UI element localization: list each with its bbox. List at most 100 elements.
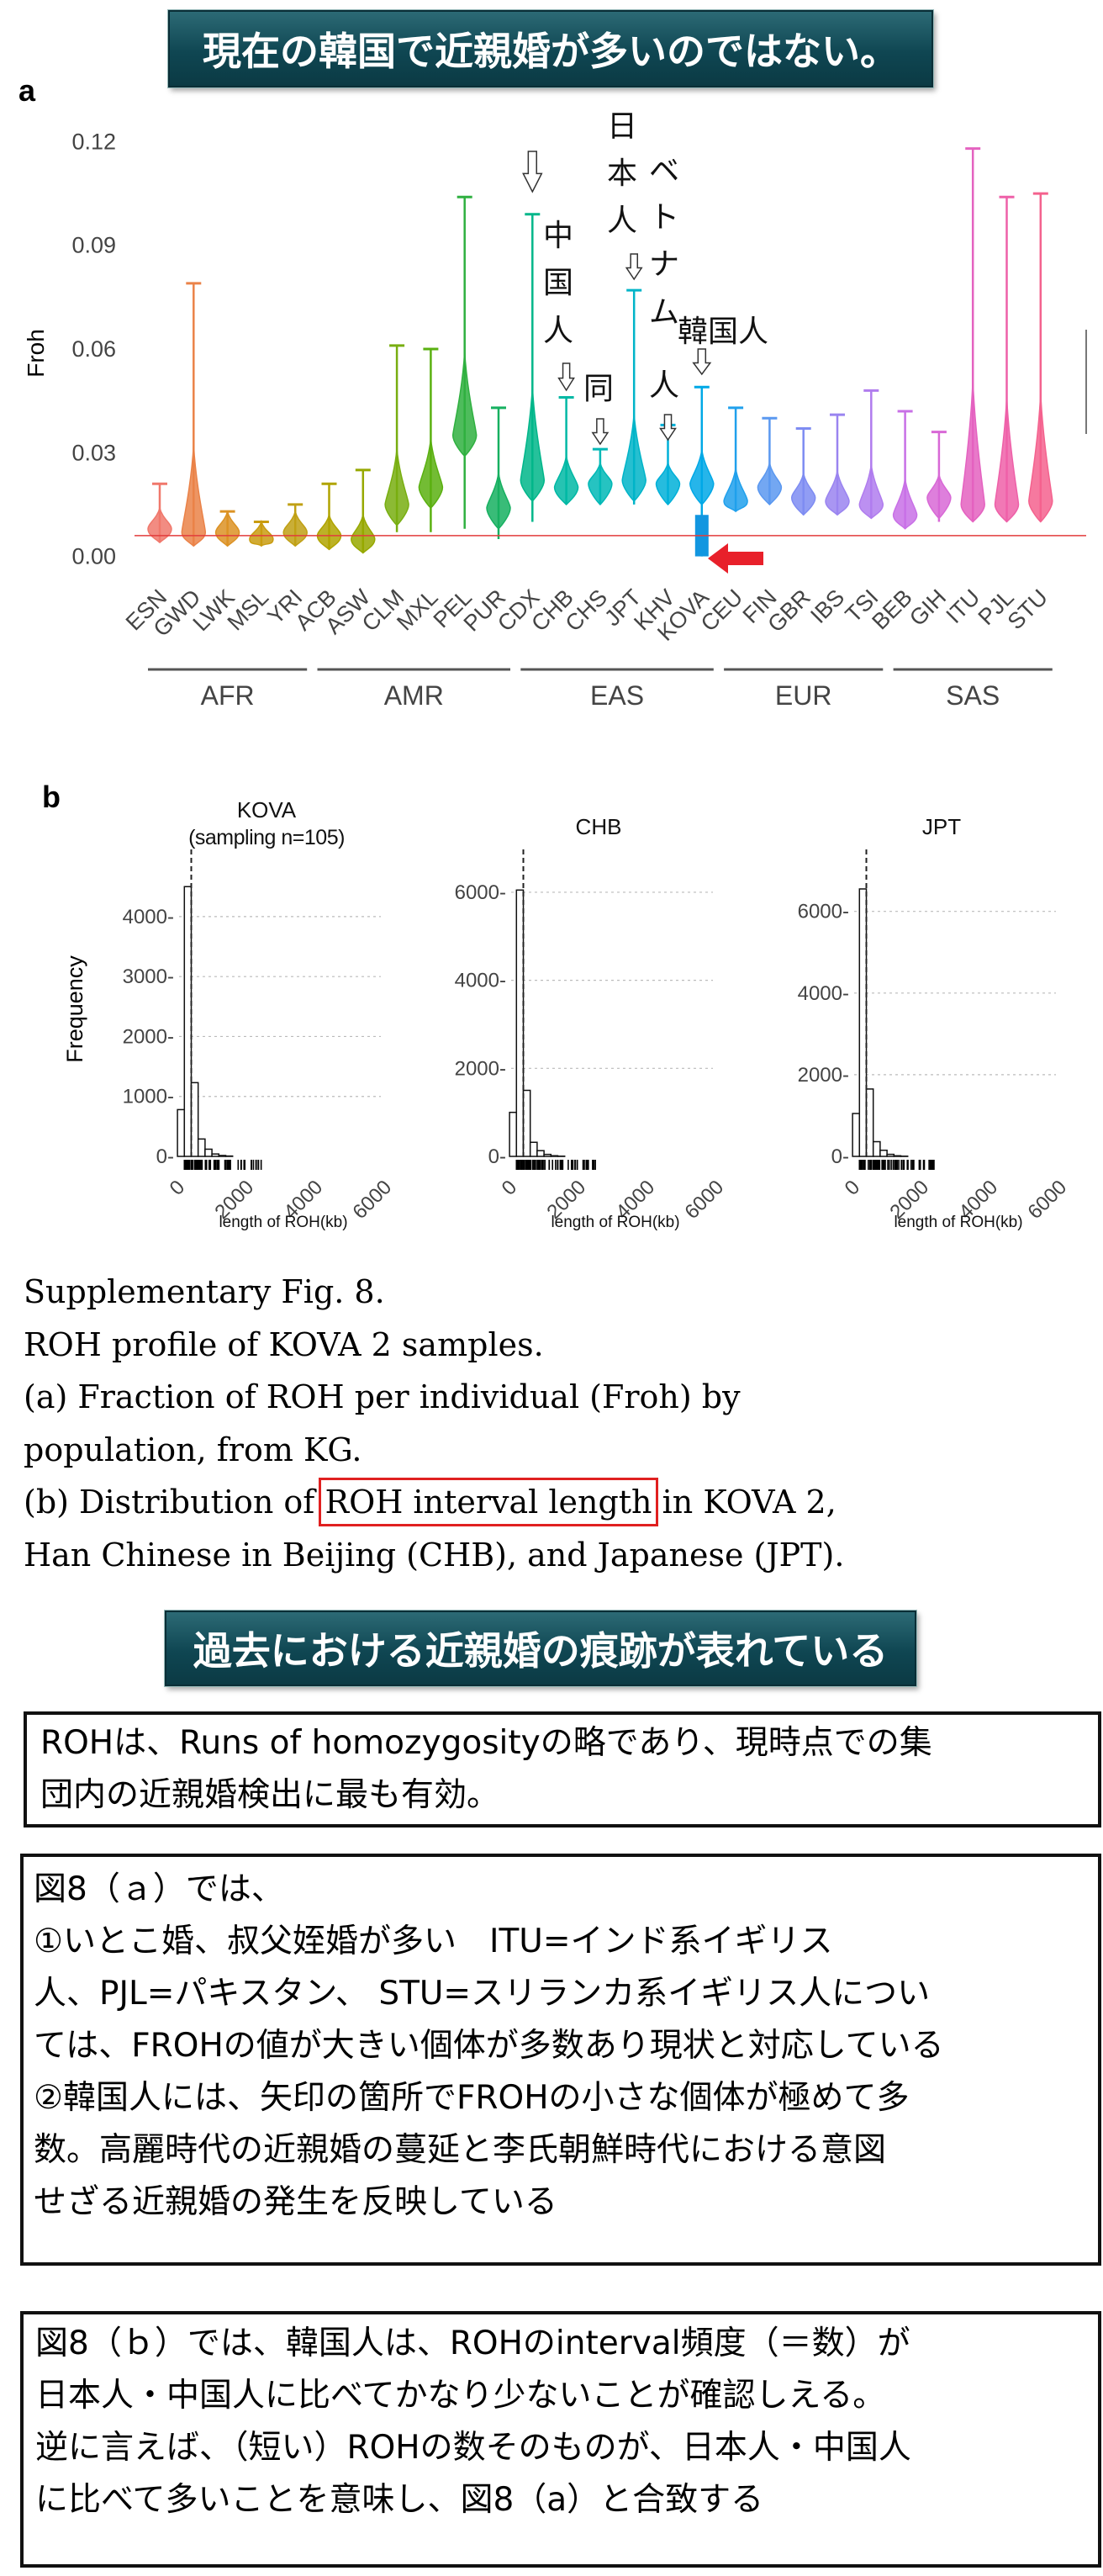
y-tick-label: 6000- [798, 901, 849, 923]
violin-chb [553, 396, 579, 505]
violin-body [486, 473, 511, 530]
x-tick-label: STU [1003, 584, 1053, 634]
middle-banner: 過去における近親婚の痕跡が表れている [165, 1611, 916, 1686]
histogram-bar [879, 1149, 888, 1157]
population-groups: AFR AMR EAS EUR SAS [148, 668, 1053, 711]
histogram-bar [509, 1111, 518, 1157]
caption-line-4: population, from KG. [24, 1431, 362, 1468]
hist-y-axis-label: Frequency [62, 955, 87, 1063]
down-arrow-icon [659, 414, 677, 442]
y-tick-label: 3000- [123, 965, 174, 988]
box3-line-3: 逆に言えば、（短い）ROHの数そのものが、日本人・中国人 [35, 2429, 911, 2467]
y-tick-label: 2000- [123, 1025, 174, 1048]
violin-ibs [825, 413, 850, 516]
violin-asw [351, 468, 376, 554]
group-label: SAS [946, 680, 1000, 711]
violin-body [960, 379, 985, 523]
violin-fin [757, 416, 783, 505]
caption-line-6: Han Chinese in Beijing (CHB), and Japane… [24, 1536, 845, 1574]
group-label: EAS [590, 680, 644, 711]
histogram-bar [190, 1082, 199, 1157]
down-arrow-icon [522, 151, 543, 193]
x-tick-label: 6000 [1023, 1176, 1071, 1224]
violin-body [181, 445, 207, 547]
y-axis-label: Froh [23, 329, 49, 378]
down-arrow-icon [591, 418, 610, 446]
violin-gih [926, 431, 952, 522]
y-tick-label: 0.03 [71, 440, 116, 465]
violin-body [1028, 393, 1053, 523]
y-tick-label: 0.00 [71, 544, 116, 569]
histogram-bar [211, 1153, 220, 1157]
violin-clm [384, 344, 409, 532]
top-banner: 現在の韓国で近親婚が多いのではない。 [168, 10, 933, 87]
annotation-china-3: 人 [543, 314, 573, 348]
annotation-arrows [522, 151, 712, 446]
histogram-bar [197, 1138, 206, 1157]
histogram-title: CHB [576, 814, 622, 839]
violin-pel [451, 195, 478, 529]
histogram-bar [183, 886, 193, 1157]
annotation-vietnam-5: 人 [649, 368, 679, 403]
violin-yri [282, 503, 308, 547]
x-axis-label: length of ROH(kb) [219, 1214, 347, 1231]
figure-b-commentary-box: 図8（ｂ）では、韓国人は、ROHのinterval頻度（＝数）が 日本人・中国人… [20, 2311, 1101, 2568]
histogram-bar [543, 1153, 552, 1157]
violin-body [553, 455, 579, 505]
violin-body [520, 387, 546, 502]
violin-body [621, 413, 646, 502]
down-arrow-icon [557, 362, 575, 392]
caption-line-5: (b) Distribution of ROH interval length … [24, 1476, 1091, 1529]
violin-acb [316, 482, 342, 551]
box2-line-3: 人、PJL=パキスタン、 STU=スリランカ系イギリス人につい [34, 1975, 931, 2013]
violin-body [926, 474, 952, 520]
figure-a-violin-chart: a Froh 0.00 0.03 0.06 0.09 0.12 ESNGWDLWKMSL… [18, 73, 1087, 711]
violin-body [249, 519, 274, 547]
violin-body [384, 448, 409, 526]
histogram-bar [852, 1113, 861, 1157]
violin-mxl [418, 347, 444, 532]
violin-chs [588, 447, 613, 505]
annotation-japan-2: 本 [607, 156, 637, 191]
violin-body [214, 510, 240, 547]
histogram-bar [529, 1141, 538, 1157]
histogram-bar [886, 1153, 895, 1157]
group-label: AFR [201, 680, 255, 711]
violin-body [316, 515, 342, 551]
y-tick-label: 0- [156, 1145, 174, 1168]
violin-body [588, 463, 613, 505]
violin-body [418, 438, 444, 510]
box3-line-4: に比べて多いことを意味し、図8（a）と合致する [35, 2481, 764, 2519]
violin-stu [1028, 192, 1053, 523]
histogram-1: KOVA (sampling n=105) 0- 1000- 2000- 3000- 400… [123, 797, 397, 1231]
rug-marks [183, 1160, 262, 1170]
annotation-korea: 韓国人 [678, 315, 768, 349]
red-arrow-icon [708, 543, 763, 574]
violin-gwd [181, 282, 207, 547]
violin-msl [249, 519, 274, 547]
annotation-vietnam-1: ベ [649, 154, 679, 188]
histogram-title: KOVA [237, 797, 297, 823]
histogram-bar [177, 1108, 186, 1157]
box3-line-1: 図8（ｂ）では、韓国人は、ROHのinterval頻度（＝数）が [35, 2325, 910, 2362]
y-tick-label: 4000- [455, 970, 506, 992]
annotation-vietnam-3: ナ [649, 247, 679, 282]
violin-body [351, 515, 376, 554]
y-axis-ticks: 0.00 0.03 0.06 0.09 0.12 [71, 129, 116, 569]
x-tick-label: 6000 [348, 1176, 396, 1224]
violin-body [282, 510, 308, 547]
histogram-title: JPT [922, 814, 961, 839]
caption-line-1: Supplementary Fig. 8. [24, 1273, 385, 1310]
histogram-bar [865, 1088, 874, 1157]
annotation-china-1: 中 [543, 219, 573, 253]
histogram-bar [872, 1140, 881, 1157]
x-axis-label: length of ROH(kb) [894, 1214, 1022, 1231]
y-tick-label: 0- [831, 1145, 849, 1168]
box3-line-2: 日本人・中国人に比べてかなり少ないことが確認しえる。 [35, 2377, 886, 2415]
histogram-bar [858, 888, 868, 1157]
violin-beb [892, 410, 918, 530]
group-label: AMR [384, 680, 444, 711]
figure-a-commentary-box: 図8（ａ）では、 ①いとこ婚、叔父姪婚が多い ITU=インド系イギリス 人、PJ… [20, 1854, 1101, 2266]
